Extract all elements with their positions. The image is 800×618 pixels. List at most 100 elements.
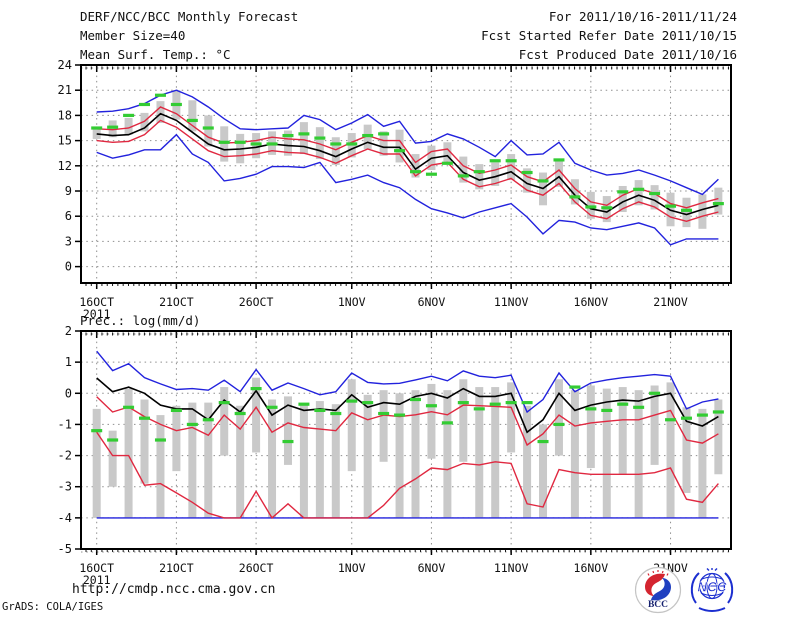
precipitation-chart-spread-bar [714,399,723,475]
precipitation-chart-spread-bar [507,382,516,453]
precipitation-chart-observation-dash [378,411,390,416]
temperature-chart-lower-quartile-line [96,119,719,223]
temperature-chart-observation-dash [489,159,501,163]
temperature-chart-ytick-label: 3 [65,234,72,248]
precipitation-chart-xtick-label: 21OCT [159,561,194,575]
precipitation-chart-xtick-label: 6NOV [418,561,446,575]
temperature-chart-spread-bar [220,126,229,162]
precipitation-chart-observation-dash [139,416,151,420]
precipitation-chart-xtick-label: 26OCT [239,561,274,575]
bcc-logo-ring [634,566,682,614]
temperature-chart-xtick-label: 16NOV [574,295,609,309]
ncc-emblem [690,568,734,612]
precipitation-chart-spread-bar [523,405,532,518]
precipitation-chart-spread-bar [347,379,356,472]
precipitation-chart-spread-bar [427,383,436,459]
precipitation-chart-spread-bar [220,387,229,456]
temperature-chart-observation-dash [282,133,294,138]
temperature-chart-xtick-label: 11NOV [494,295,529,309]
precipitation-chart-observation-dash [489,402,501,406]
precipitation-chart-spread-bar [539,424,548,518]
precipitation-chart-spread-bar [459,379,468,462]
member-size-label: Member Size=40 [80,28,186,43]
precipitation-chart-frame [80,330,732,550]
temperature-chart-ytick-label: 15 [58,134,72,148]
temperature-chart-observation-dash [186,118,198,123]
precipitation-chart-observation-dash [553,422,565,427]
temperature-chart-spread-bar [714,187,723,215]
temperature-chart-observation-dash [680,208,692,212]
produced-date-label: Fcst Produced Date 2011/10/16 [518,47,737,62]
precipitation-chart-ytick-label: -2 [58,449,72,463]
precipitation-chart-spread-bar [252,377,261,453]
temperature-chart-observation-dash [473,170,485,174]
temperature-chart-spread-bar [156,101,165,123]
precipitation-chart-observation-dash [505,401,517,405]
temperature-chart-spread-bar [443,142,452,165]
bcc-arc-marks [647,570,669,576]
precipitation-chart-spread-bar [315,401,324,518]
precipitation-chart-observation-dash [633,405,645,409]
temperature-chart-observation-dash [298,132,310,136]
precipitation-chart-xtick-label: 1NOV [338,561,366,575]
precipitation-chart-spread-bar [268,399,277,518]
temperature-chart-observation-dash [553,158,565,162]
precipitation-chart-spread-bar [698,408,707,518]
temperature-chart-observation-dash [537,179,549,183]
precipitation-chart-spread-bar [602,388,611,518]
precipitation-chart-observation-dash [298,402,310,406]
temperature-chart-observation-dash [123,113,135,118]
temperature-chart-spread-bar [411,154,420,178]
temperature-chart-ensemble-max-line [96,89,719,196]
precipitation-chart-observation-dash [680,416,692,420]
precipitation-chart-ytick-label: -1 [58,417,72,431]
temperature-chart-spread-bar [204,115,213,147]
temperature-chart-spread-bar [523,168,532,193]
precipitation-chart-title: Prec.: log(mm/d) [80,313,201,328]
temperature-chart-spread-bar [491,162,500,186]
ncc-logo-text: NCC [697,580,726,595]
precipitation-chart-ytick-label: 0 [65,386,72,400]
precipitation-chart-observation-dash [202,418,214,422]
temperature-chart-spread-bar [618,185,627,213]
temperature-chart-spread-bar [299,122,308,155]
precipitation-chart-spread-bar [299,404,308,518]
temperature-chart-observation-dash [154,93,166,97]
precipitation-chart-upper-quartile-line [96,396,719,447]
precipitation-chart-spread-bar [682,407,691,493]
temperature-chart-observation-dash [266,142,278,146]
temperature-chart-xtick-label: 21OCT [159,295,194,309]
precipitation-chart-spread-bar [586,385,595,469]
precipitation-chart-spread-bar [475,387,484,518]
temperature-chart-spread-bar [475,164,484,190]
temperature-chart-ensemble-min-line [96,133,719,246]
precipitation-chart-observation-dash [123,405,135,409]
temperature-chart-spread-bar [379,131,388,156]
precipitation-chart-observation-dash [186,422,198,427]
temperature-chart-spread-bar [634,180,643,206]
temperature-chart-observation-dash [505,159,517,163]
temperature-chart-spread-bar [507,154,516,181]
temperature-chart-observation-dash [394,149,406,153]
precipitation-chart-spread-bar [618,387,627,475]
temperature-chart-spread-bar [315,127,324,160]
precipitation-chart-observation-dash [665,418,677,422]
temperature-chart-ytick-label: 12 [58,159,72,173]
precipitation-chart-spread-bar [634,390,643,518]
precipitation-chart-observation-dash [346,399,358,403]
precipitation-chart-spread-bar [283,396,292,465]
precipitation-chart-observation-dash [441,421,453,425]
precipitation-chart-xtick-year: 2011 [83,573,111,587]
grads-credit: GrADS: COLA/IGES [2,601,104,613]
precipitation-chart-observation-dash [457,401,469,405]
precipitation-chart-observation-dash [282,439,294,444]
temperature-chart-xtick-label: 16OCT [79,295,114,309]
refer-date-label: Fcst Started Refer Date 2011/10/15 [481,28,737,43]
precipitation-chart-spread-bar [443,390,452,518]
precipitation-chart-spread-bar [650,385,659,465]
temperature-chart-observation-dash [362,133,374,138]
forecast-range-label: For 2011/10/16-2011/11/24 [548,9,737,24]
temperature-chart-frame [80,64,732,284]
